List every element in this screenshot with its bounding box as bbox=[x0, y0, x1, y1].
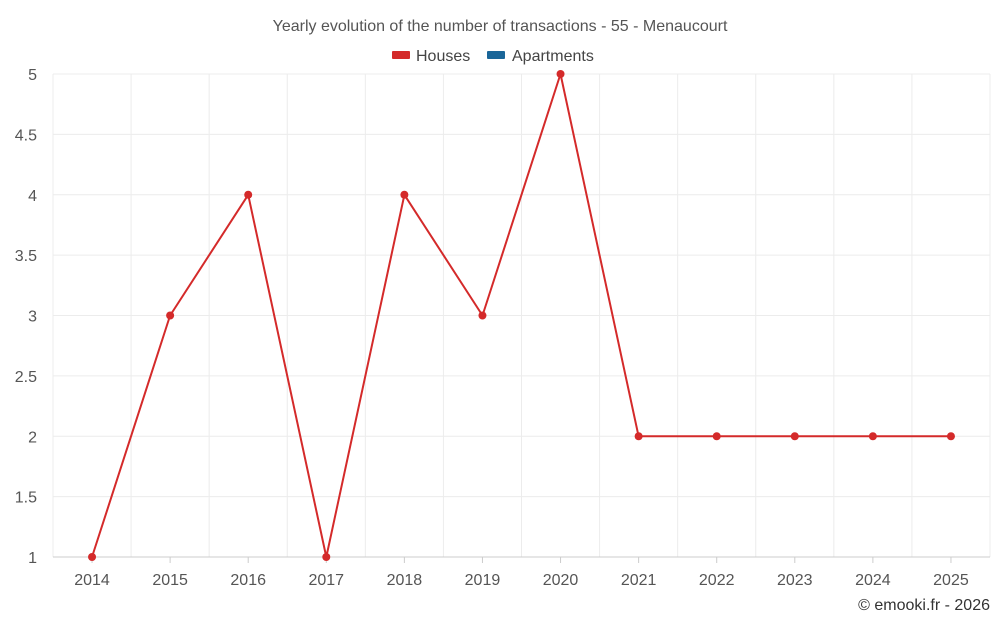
data-point[interactable] bbox=[868, 432, 877, 441]
data-point[interactable] bbox=[322, 553, 331, 561]
series-houses bbox=[88, 70, 955, 561]
x-tick-label: 2017 bbox=[308, 572, 344, 589]
x-axis-ticks: 2014 2015 2016 2017 2018 2019 2020 2021 2022 2023… bbox=[74, 557, 969, 589]
x-tick-label: 2020 bbox=[543, 572, 579, 589]
y-tick-label: 4.5 bbox=[15, 127, 37, 144]
x-tick-label: 2025 bbox=[933, 572, 969, 589]
y-axis-ticks: 1 1.5 2 2.5 3 3.5 4 4.5 5 bbox=[15, 67, 37, 567]
x-tick-label: 2021 bbox=[621, 572, 657, 589]
grid bbox=[52, 73, 991, 558]
data-point[interactable] bbox=[88, 553, 97, 561]
y-tick-label: 3.5 bbox=[15, 248, 37, 265]
y-tick-label: 1.5 bbox=[15, 490, 37, 507]
x-tick-label: 2014 bbox=[74, 572, 110, 589]
y-tick-label: 2.5 bbox=[15, 369, 37, 386]
data-point[interactable] bbox=[556, 70, 565, 78]
x-tick-label: 2016 bbox=[230, 572, 266, 589]
x-tick-label: 2018 bbox=[387, 572, 423, 589]
chart-title: Yearly evolution of the number of transa… bbox=[273, 18, 728, 35]
legend-item-houses[interactable]: Houses bbox=[392, 48, 470, 65]
y-tick-label: 3 bbox=[28, 309, 37, 326]
x-tick-label: 2022 bbox=[699, 572, 735, 589]
legend-label-houses: Houses bbox=[416, 48, 470, 65]
x-tick-label: 2024 bbox=[855, 572, 891, 589]
y-tick-label: 5 bbox=[28, 67, 37, 84]
x-tick-label: 2019 bbox=[465, 572, 501, 589]
data-point[interactable] bbox=[244, 190, 253, 199]
data-point[interactable] bbox=[166, 311, 175, 320]
legend-item-apartments[interactable]: Apartments bbox=[487, 48, 594, 65]
legend-swatch-houses bbox=[392, 51, 410, 59]
data-point[interactable] bbox=[400, 190, 409, 199]
y-tick-label: 4 bbox=[28, 188, 37, 205]
data-point[interactable] bbox=[946, 432, 955, 441]
legend-swatch-apartments bbox=[487, 51, 505, 59]
data-point[interactable] bbox=[634, 432, 643, 441]
series-line-houses bbox=[91, 73, 951, 558]
y-tick-label: 2 bbox=[28, 429, 37, 446]
credit-text: © emooki.fr - 2026 bbox=[858, 597, 990, 614]
y-tick-label: 1 bbox=[28, 550, 37, 567]
legend: Houses Apartments bbox=[392, 48, 594, 65]
x-tick-label: 2015 bbox=[152, 572, 188, 589]
x-tick-label: 2023 bbox=[777, 572, 813, 589]
data-point[interactable] bbox=[790, 432, 799, 441]
data-point[interactable] bbox=[478, 311, 487, 320]
legend-label-apartments: Apartments bbox=[512, 48, 594, 65]
data-point[interactable] bbox=[712, 432, 721, 441]
